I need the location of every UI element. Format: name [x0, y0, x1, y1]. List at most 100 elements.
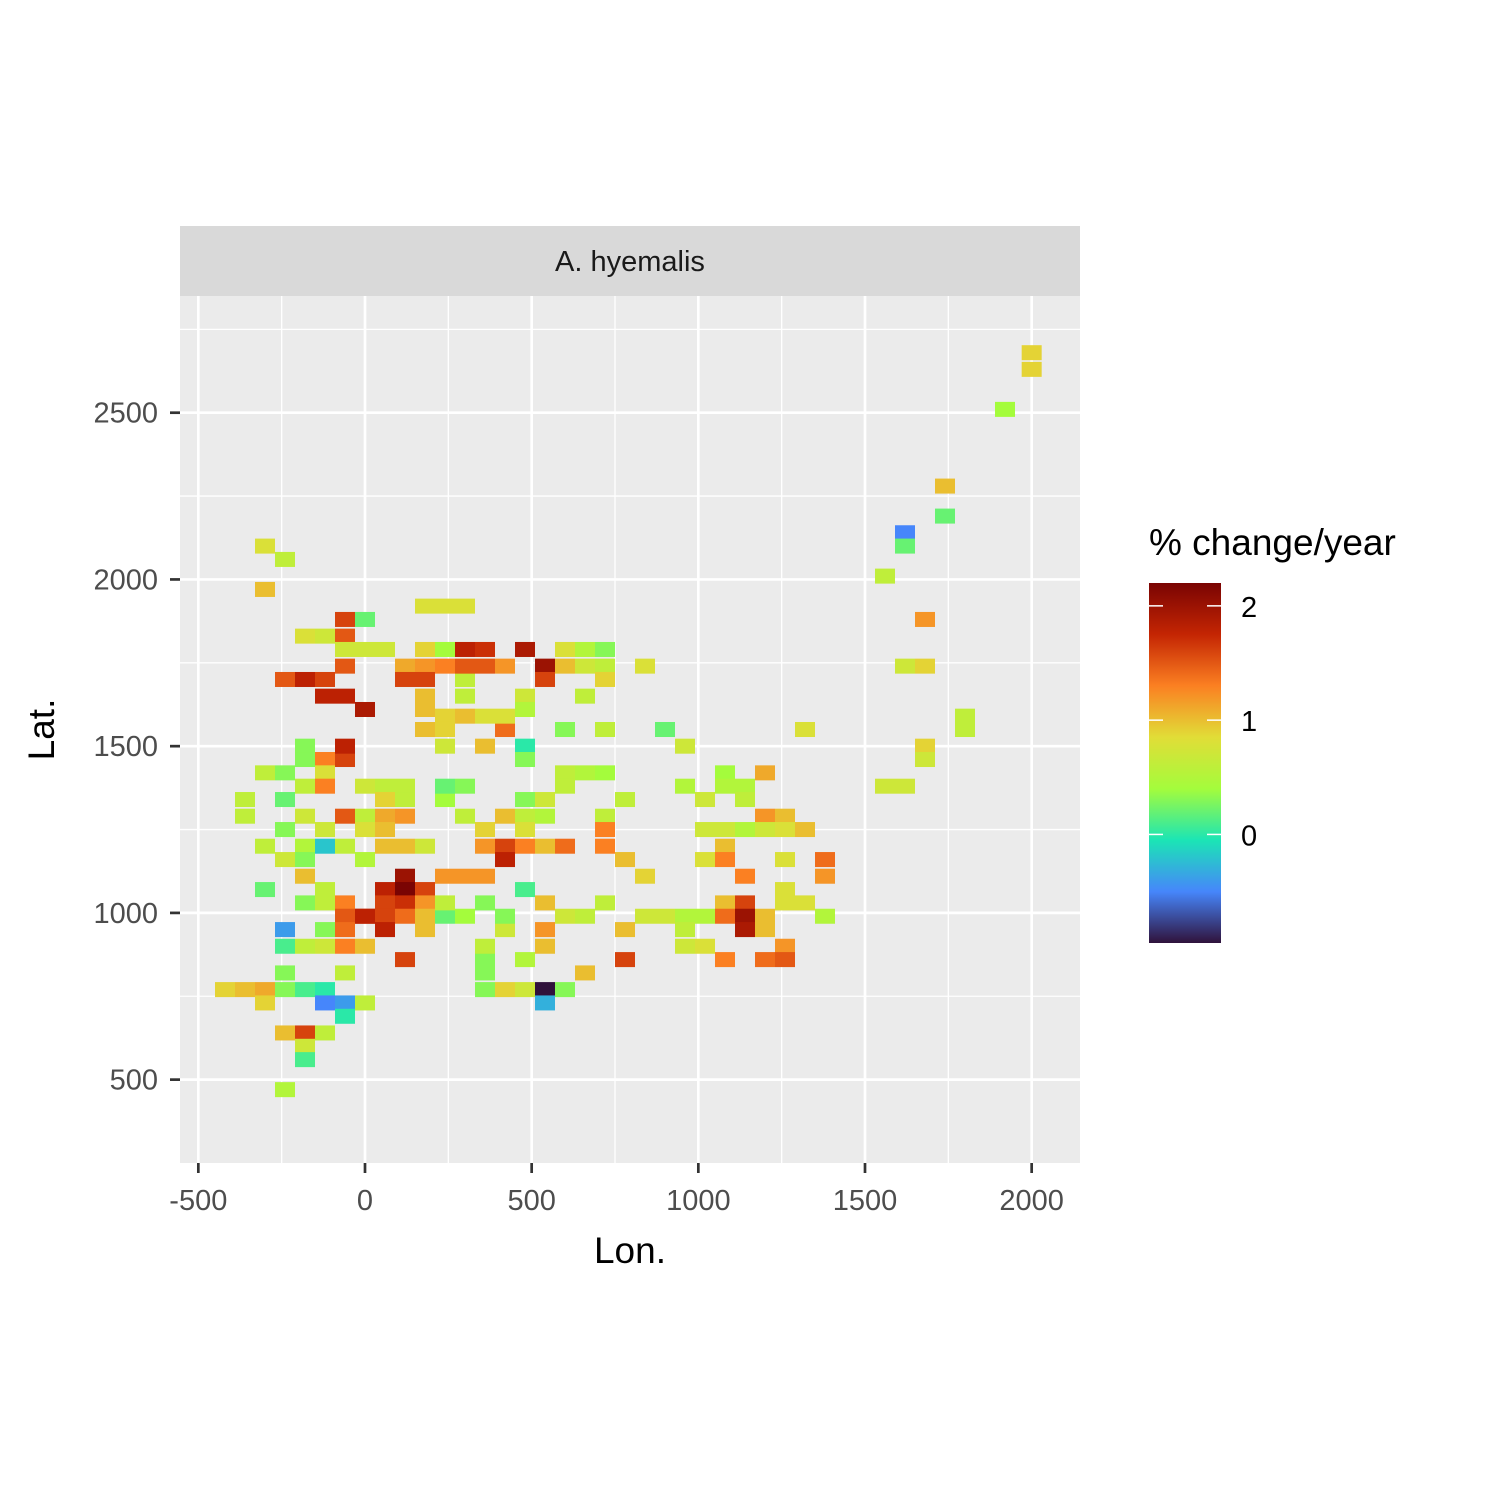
plot-panel: [180, 296, 1080, 1163]
heatmap-cell: [475, 965, 495, 981]
heatmap-cell: [435, 641, 455, 657]
heatmap-cell: [455, 598, 475, 614]
heatmap-cell: [315, 752, 335, 768]
heatmap-cell: [415, 688, 435, 704]
heatmap-cell: [295, 628, 315, 644]
heatmap-cell: [755, 808, 775, 824]
heatmap-cell: [255, 982, 275, 998]
heatmap-cell: [715, 778, 735, 794]
heatmap-cell: [575, 688, 595, 704]
heatmap-cell: [675, 922, 695, 938]
heatmap-cell: [555, 908, 575, 924]
heatmap-cell: [295, 1025, 315, 1041]
heatmap-cell: [375, 641, 395, 657]
heatmap-cell: [1021, 361, 1042, 377]
heatmap-cell: [755, 822, 775, 838]
heatmap-cell: [295, 982, 315, 998]
heatmap-cell: [355, 611, 375, 627]
heatmap-cell: [535, 982, 555, 998]
heatmap-cell: [315, 922, 335, 938]
heatmap-cell: [455, 808, 475, 824]
heatmap-cell: [595, 641, 615, 657]
heatmap-cell: [275, 765, 295, 781]
legend-title: % change/year: [1149, 522, 1396, 563]
x-tick-label: 0: [357, 1185, 373, 1217]
heatmap-cell: [295, 868, 315, 884]
heatmap-cell: [915, 738, 935, 754]
heatmap-cell: [355, 701, 375, 717]
heatmap-cell: [335, 611, 355, 627]
heatmap-cell: [475, 838, 495, 854]
heatmap-cell: [535, 995, 555, 1011]
heatmap-cell: [295, 852, 315, 868]
heatmap-cell: [895, 658, 915, 674]
x-tick-label: 1000: [666, 1185, 731, 1217]
heatmap-cell: [935, 478, 955, 494]
heatmap-cell: [495, 721, 515, 738]
heatmap-cell: [595, 838, 615, 854]
heatmap-cell: [315, 628, 335, 644]
heatmap-cell: [595, 895, 615, 911]
heatmap-cell: [415, 641, 435, 657]
heatmap-cell: [235, 792, 255, 808]
heatmap-cell: [395, 792, 415, 808]
heatmap-cell: [255, 838, 275, 854]
heatmap-cell: [415, 838, 435, 854]
heatmap-cell: [335, 938, 355, 954]
heatmap-cell: [1021, 345, 1042, 361]
heatmap-cell: [295, 778, 315, 794]
heatmap-cell: [235, 982, 255, 998]
heatmap-cell: [355, 808, 375, 824]
heatmap-cell: [455, 908, 475, 924]
heatmap-cell: [595, 808, 615, 824]
heatmap-cell: [515, 641, 535, 657]
heatmap-cell: [775, 852, 795, 868]
heatmap-cell: [255, 581, 275, 597]
heatmap-cell: [675, 778, 695, 794]
heatmap-cell: [255, 538, 275, 554]
heatmap-cell: [495, 982, 515, 998]
heatmap-cell: [335, 738, 355, 754]
heatmap-cell: [775, 895, 795, 911]
heatmap-cell: [315, 688, 335, 704]
heatmap-cell: [655, 908, 675, 924]
heatmap-cell: [335, 628, 355, 644]
heatmap-cell: [415, 701, 435, 717]
heatmap-cell: [435, 778, 455, 794]
heatmap-cell: [355, 995, 375, 1011]
heatmap-cell: [495, 852, 515, 868]
heatmap-cell: [275, 965, 295, 981]
heatmap-cell: [715, 765, 735, 781]
heatmap-cell: [535, 938, 555, 954]
heatmap-cell: [335, 752, 355, 768]
heatmap-cell: [735, 908, 755, 924]
heatmap-cell: [335, 1008, 355, 1024]
heatmap-cell: [315, 838, 335, 854]
heatmap-cell: [455, 688, 475, 704]
heatmap-cell: [295, 1038, 315, 1054]
heatmap-cell: [375, 778, 395, 794]
heatmap-cell: [455, 671, 475, 687]
heatmap-cell: [555, 982, 575, 998]
heatmap-cell: [595, 765, 615, 781]
heatmap-cell: [395, 895, 415, 911]
heatmap-cell: [275, 671, 295, 687]
heatmap-cell: [355, 778, 375, 794]
heatmap-cell: [535, 808, 555, 824]
heatmap-cell: [515, 738, 535, 754]
heatmap-cell: [395, 671, 415, 687]
heatmap-cell: [615, 852, 635, 868]
heatmap-cell: [295, 738, 315, 754]
heatmap-cell: [555, 641, 575, 657]
heatmap-cell: [695, 938, 715, 954]
heatmap-cell: [635, 908, 655, 924]
heatmap-cell: [395, 882, 415, 898]
heatmap-cell: [695, 792, 715, 808]
heatmap-cell: [275, 1082, 295, 1098]
heatmap-cell: [915, 611, 935, 627]
heatmap-cell: [475, 658, 495, 674]
heatmap-cell: [595, 658, 615, 674]
heatmap-cell: [395, 868, 415, 884]
heatmap-cell: [715, 838, 735, 854]
